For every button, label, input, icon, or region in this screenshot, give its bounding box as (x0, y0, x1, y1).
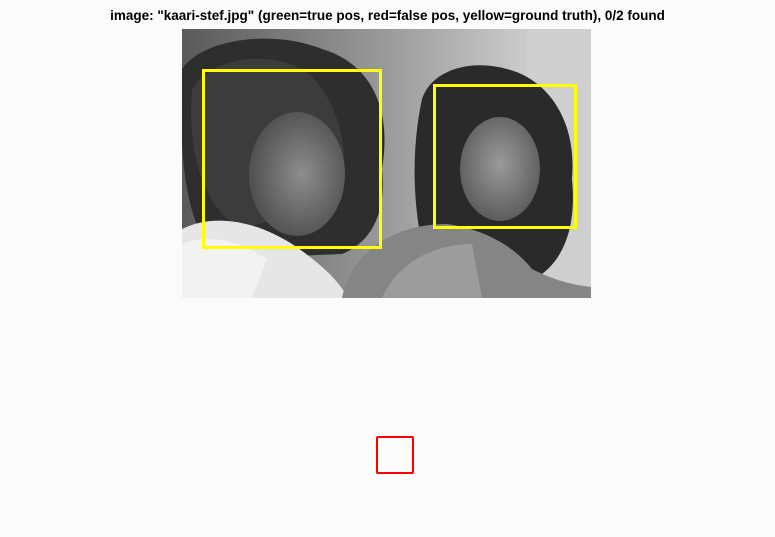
grayscale-photo (182, 29, 591, 298)
ground-truth-box-right-face (433, 84, 577, 229)
ground-truth-box-left-face (202, 69, 382, 249)
false-positive-box (376, 436, 414, 474)
figure-title: image: "kaari-stef.jpg" (green=true pos,… (110, 8, 665, 23)
